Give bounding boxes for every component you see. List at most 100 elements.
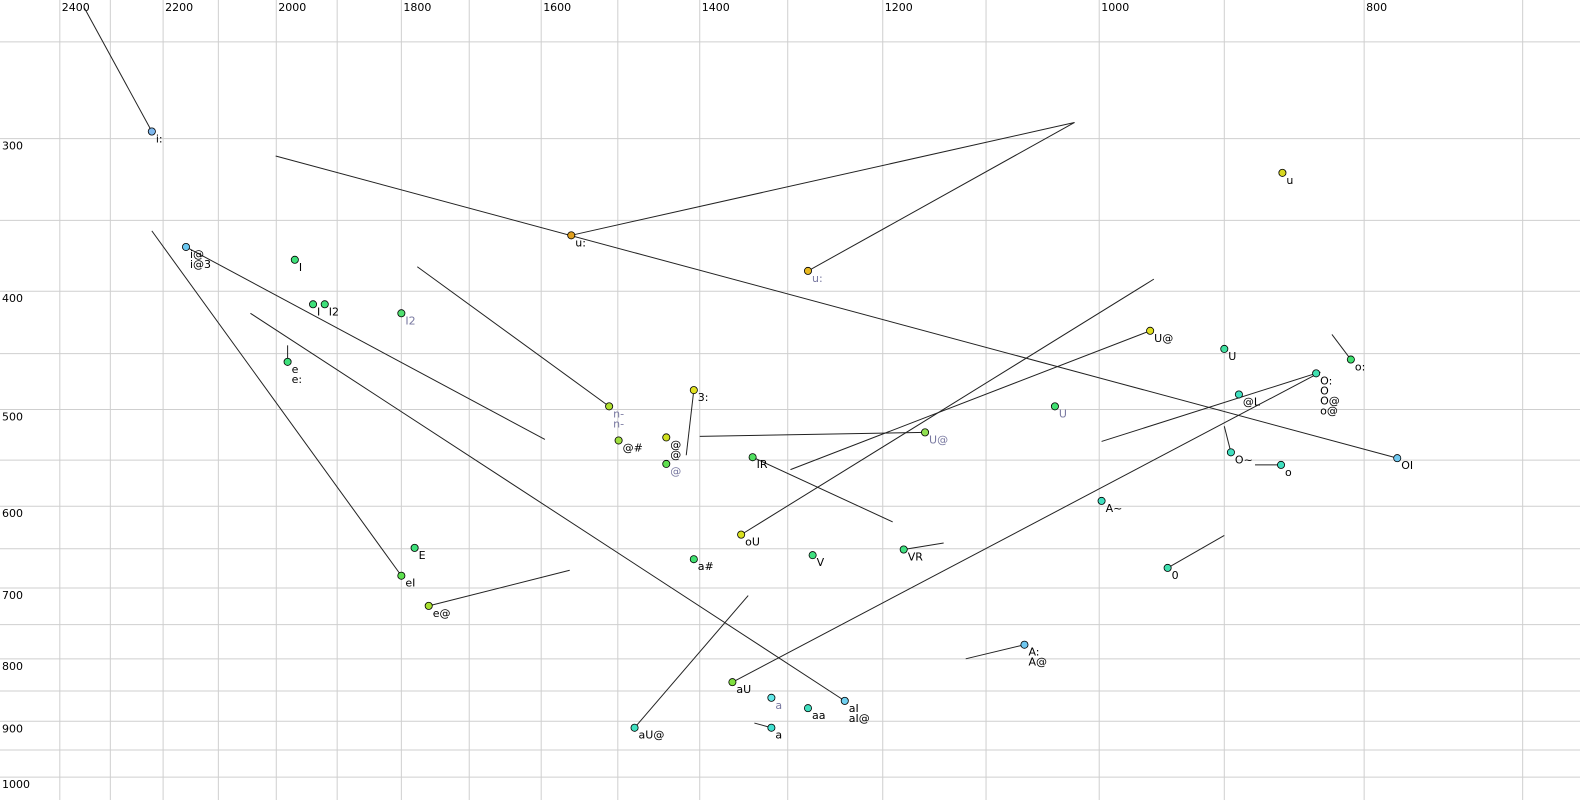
vowel-point: [1220, 344, 1229, 353]
vowel-point: [630, 723, 639, 732]
trajectory: [1331, 334, 1352, 360]
trajectory: [685, 390, 695, 456]
vowel-point: [689, 555, 698, 564]
vowel-label: u: [1286, 174, 1293, 187]
vowel-label: @#: [623, 441, 643, 454]
y-tick-label: 300: [2, 140, 23, 153]
trajectory: [732, 371, 1321, 683]
vowel-label: u:: [575, 236, 586, 249]
vowel-point: [1050, 402, 1059, 411]
vowel-label: I: [317, 305, 320, 318]
vowel-label: @: [670, 438, 681, 451]
y-tick-label: 600: [2, 507, 23, 520]
trajectory: [571, 121, 1075, 236]
vowel-point: [1163, 563, 1172, 572]
vowel-label: @: [670, 448, 681, 461]
x-tick-label: 1000: [1101, 1, 1129, 14]
vowel-label: o:: [1355, 361, 1365, 374]
vowel-point: [808, 551, 817, 560]
y-tick-label: 400: [2, 292, 23, 305]
trajectory: [903, 542, 944, 550]
vowel-point: [1226, 448, 1235, 457]
trajectory: [752, 456, 893, 523]
vowel-label: I2: [329, 305, 339, 318]
trajectory: [417, 266, 610, 407]
vowel-label: aI: [849, 702, 859, 715]
y-tick-label: 500: [2, 411, 23, 424]
vowel-point: [1277, 460, 1286, 469]
vowel-label: U@: [1154, 332, 1173, 345]
x-tick-label: 2000: [278, 1, 306, 14]
vowel-point: [767, 723, 776, 732]
vowel-label: V: [817, 556, 825, 569]
vowel-point: [567, 231, 576, 240]
vowel-label: I: [299, 261, 302, 274]
trajectory: [634, 595, 749, 729]
x-tick-label: 2200: [165, 1, 193, 14]
y-tick-label: 800: [2, 660, 23, 673]
vowel-label: U@: [929, 433, 948, 446]
vowel-label: a: [775, 729, 782, 742]
vowel-label: n-: [613, 417, 624, 430]
vowel-label: A:: [1028, 646, 1039, 659]
trajectory: [1167, 535, 1225, 569]
vowel-label: o@: [1320, 404, 1338, 417]
vowel-label: oU: [745, 536, 760, 549]
vowel-label: O:: [1320, 374, 1332, 387]
y-tick-label: 700: [2, 589, 23, 602]
vowel-point: [767, 693, 776, 702]
vowel-point: [283, 357, 292, 366]
vowel-point: [728, 678, 737, 687]
vowel-label: 0: [1172, 569, 1179, 582]
x-tick-label: 1400: [702, 1, 730, 14]
vowel-label: aa: [812, 709, 825, 722]
vowel-point: [1020, 640, 1029, 649]
trajectory: [275, 155, 1398, 459]
vowel-point: [1146, 326, 1155, 335]
vowel-label: i@3: [190, 258, 211, 271]
trajectory: [790, 330, 1151, 471]
vowel-label: a#: [698, 560, 714, 573]
vowel-label: n-: [613, 407, 624, 420]
vowel-point: [737, 530, 746, 539]
vowel-point: [320, 300, 329, 309]
vowel-point: [1346, 355, 1355, 364]
vowel-label: aI@: [849, 712, 870, 725]
vowel-label: U: [1228, 350, 1236, 363]
vowel-point: [614, 436, 623, 445]
vowel-point: [309, 300, 318, 309]
vowel-label: A@: [1028, 656, 1047, 669]
trajectory: [151, 230, 402, 577]
vowel-label: eI: [405, 577, 415, 590]
vowel-point: [689, 386, 698, 395]
trajectory: [699, 431, 926, 437]
x-tick-label: 2400: [62, 1, 90, 14]
vowel-label: @L: [1243, 395, 1261, 408]
vowel-label: O@: [1320, 394, 1340, 407]
vowel-point: [1393, 454, 1402, 463]
x-tick-label: 1800: [403, 1, 431, 14]
vowel-point: [803, 266, 812, 275]
trajectory: [250, 312, 846, 702]
x-tick-label: 1200: [885, 1, 913, 14]
vowel-point: [921, 428, 930, 437]
vowel-point: [1278, 168, 1287, 177]
trajectory: [807, 122, 1075, 272]
vowel-label: IR: [757, 458, 768, 471]
vowel-label: u:: [812, 272, 823, 285]
vowel-label: VR: [908, 551, 924, 564]
vowel-label: i:: [156, 132, 163, 145]
vowel-label: i@: [190, 248, 204, 261]
vowel-label: @: [670, 465, 681, 478]
y-tick-label: 1000: [2, 778, 30, 791]
vowel-point: [899, 545, 908, 554]
vowel-label: aU@: [639, 729, 665, 742]
vowel-label: 3:: [698, 391, 709, 404]
vowel-point: [662, 433, 671, 442]
vowel-point: [410, 543, 419, 552]
vowel-point: [662, 459, 671, 468]
vowel-point: [397, 571, 406, 580]
vowel-point: [181, 242, 190, 251]
